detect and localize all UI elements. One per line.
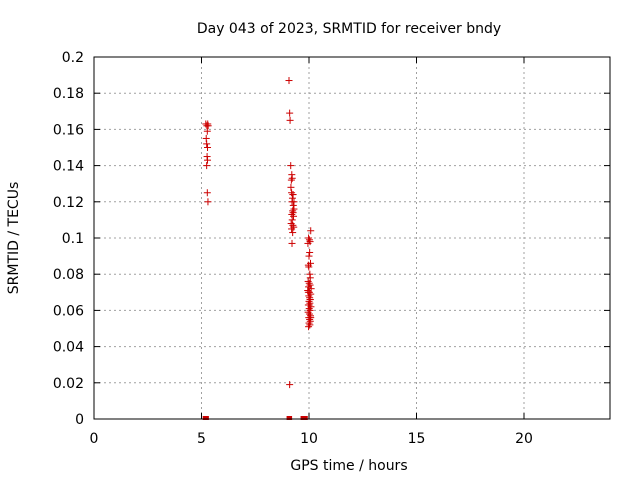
y-tick-label: 0.2	[62, 50, 84, 66]
data-point	[305, 236, 313, 244]
y-tick-label: 0.02	[53, 376, 84, 392]
data-point	[287, 183, 295, 191]
data-point-square	[204, 416, 209, 420]
data-point	[306, 296, 314, 304]
data-point-square	[202, 416, 207, 420]
data-point	[203, 140, 211, 148]
data-points	[202, 77, 315, 420]
y-axis-label: SRMTID / TECUs	[6, 182, 22, 295]
y-tick-label: 0.08	[53, 267, 84, 283]
x-tick-label: 15	[408, 431, 426, 447]
grid	[94, 57, 610, 419]
data-point	[307, 303, 315, 311]
data-point	[306, 281, 314, 289]
data-point	[289, 201, 297, 209]
data-point	[290, 198, 298, 206]
data-point	[304, 308, 312, 316]
data-point	[288, 225, 296, 233]
data-point	[305, 301, 313, 309]
data-point	[304, 239, 312, 247]
data-point	[204, 198, 212, 206]
data-point	[203, 189, 211, 197]
y-tick-label: 0.04	[53, 340, 84, 356]
chart-title: Day 043 of 2023, SRMTID for receiver bnd…	[197, 21, 501, 37]
data-point	[305, 234, 313, 242]
data-point	[305, 252, 313, 260]
y-tick-label: 0.16	[53, 122, 84, 138]
data-point	[204, 156, 212, 164]
data-point	[289, 221, 297, 229]
data-point	[307, 314, 315, 322]
data-point	[306, 248, 314, 256]
data-point	[204, 144, 212, 151]
x-tick-label: 5	[197, 431, 206, 447]
data-point	[204, 122, 212, 130]
data-point	[305, 323, 313, 331]
data-point	[286, 109, 294, 117]
data-point	[203, 127, 211, 135]
data-point	[289, 229, 297, 237]
y-tick-label: 0.18	[53, 86, 84, 102]
data-point	[307, 227, 315, 235]
data-point	[290, 212, 298, 220]
data-point	[287, 176, 295, 184]
data-point	[286, 116, 294, 124]
data-point	[305, 263, 313, 271]
data-point	[288, 174, 296, 182]
data-point	[304, 286, 312, 294]
data-point	[290, 205, 298, 213]
data-point	[287, 162, 295, 170]
data-point	[305, 279, 313, 287]
y-tick-label: 0.14	[53, 159, 84, 175]
data-point	[286, 381, 294, 389]
x-tick-label: 0	[90, 431, 99, 447]
data-point	[288, 189, 296, 197]
data-point	[288, 216, 296, 224]
data-point-square	[288, 416, 293, 420]
y-tick-label: 0.12	[53, 195, 84, 211]
data-point	[285, 77, 293, 85]
data-point	[306, 321, 314, 329]
data-point	[203, 162, 211, 170]
data-point	[289, 191, 297, 199]
y-tick-label: 0.06	[53, 303, 84, 319]
plot-frame	[93, 56, 611, 420]
x-tick-label: 10	[300, 431, 318, 447]
data-point	[304, 288, 312, 296]
y-tick-label: 0.1	[62, 231, 84, 247]
data-point	[288, 239, 296, 247]
data-point-square	[303, 416, 308, 420]
y-tick-label: 0	[75, 412, 84, 428]
x-tick-label: 20	[515, 431, 533, 447]
axis-ticks: 0 0.02 0.04 0.06 0.08 0.1 0.12 0.14 0.16 0.18 0.2 0…	[53, 50, 610, 447]
data-point	[306, 274, 314, 282]
x-axis-label: GPS time / hours	[290, 458, 407, 474]
